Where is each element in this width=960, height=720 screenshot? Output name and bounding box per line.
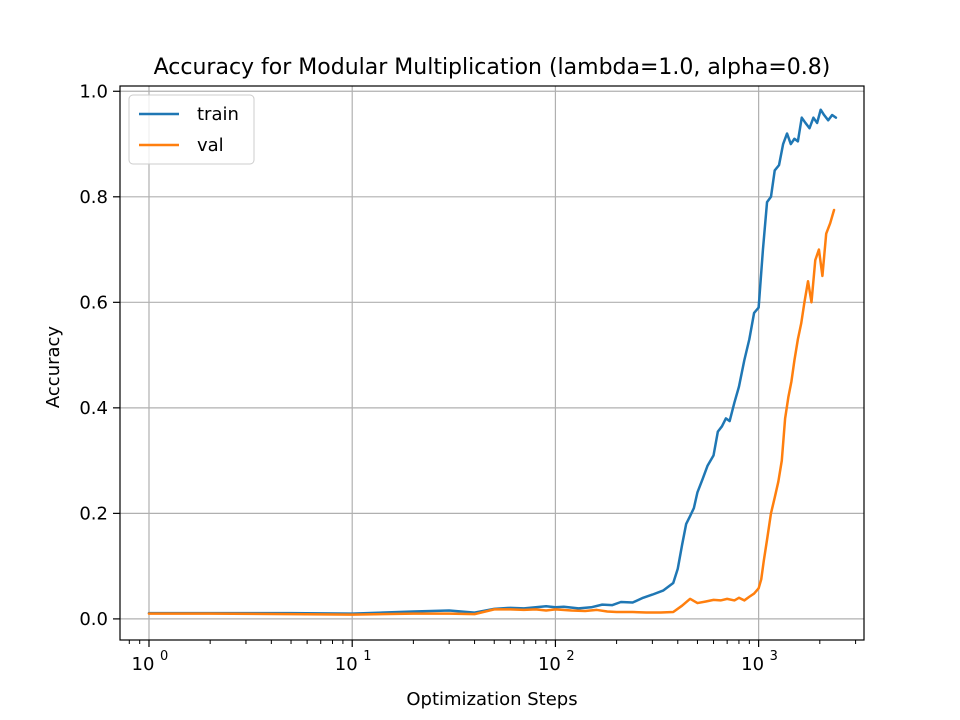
series-line-val: [147, 208, 836, 616]
x-tick-label-exponent: 2: [566, 649, 574, 664]
grid: [120, 86, 864, 640]
y-tick-label: 0.4: [79, 398, 108, 419]
series-line-train: [147, 108, 838, 615]
chart-title: Accuracy for Modular Multiplication (lam…: [154, 55, 831, 80]
x-tick-label: 10: [538, 654, 561, 675]
y-axis-label: Accuracy: [43, 326, 64, 409]
x-tick-label: 10: [741, 654, 764, 675]
axis-ticks: 10 0 10 1 10 2 10 3 0.0 0.2 0.4 0.6 0.8 1.0: [79, 81, 857, 675]
y-tick-label: 0.2: [79, 503, 108, 524]
y-tick-label: 0.6: [79, 292, 108, 313]
legend-label-train: train: [197, 104, 239, 125]
x-tick-label-exponent: 0: [160, 649, 168, 664]
plot-series: [147, 108, 838, 616]
x-tick-label: 10: [335, 654, 358, 675]
x-tick-label-exponent: 1: [363, 649, 371, 664]
y-tick-label: 1.0: [79, 81, 108, 102]
x-axis-label: Optimization Steps: [406, 689, 577, 710]
x-tick-label-exponent: 3: [770, 649, 778, 664]
plot-area-frame: [119, 85, 865, 641]
legend: train val: [128, 94, 255, 165]
legend-box: [128, 94, 255, 165]
y-tick-label: 0.0: [79, 609, 108, 630]
legend-label-val: val: [197, 135, 224, 156]
y-tick-label: 0.8: [79, 187, 108, 208]
x-tick-label: 10: [132, 654, 155, 675]
